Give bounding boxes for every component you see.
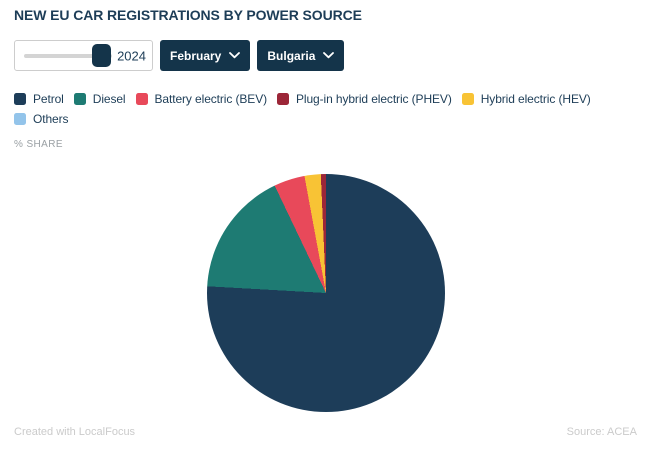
legend-label: Petrol [33,92,64,106]
legend-item[interactable]: Others [14,112,69,126]
legend-swatch [461,93,474,105]
slider-year-value: 2024 [117,48,146,63]
chevron-down-icon [229,52,241,59]
legend-swatch [14,93,26,105]
legend-label: Others [33,112,69,126]
country-dropdown-value: Bulgaria [267,48,316,63]
year-slider[interactable]: 2024 [14,40,153,71]
unit-label: % SHARE [14,139,63,150]
country-dropdown[interactable]: Bulgaria [257,40,345,71]
month-dropdown-value: February [170,48,222,63]
month-dropdown[interactable]: February [160,40,251,71]
slider-track[interactable] [24,54,112,58]
legend-item[interactable]: Plug-in hybrid electric (PHEV) [277,92,452,106]
chevron-down-icon [323,52,335,59]
legend-swatch [73,93,86,105]
credit-text: Created with LocalFocus [14,426,136,438]
legend-swatch [14,113,26,125]
source-text: Source: ACEA [566,426,637,438]
pie-chart[interactable] [207,174,445,412]
legend-label: Diesel [92,92,126,106]
page-title: NEW EU CAR REGISTRATIONS BY POWER SOURCE [14,7,362,23]
legend-item[interactable]: Hybrid electric (HEV) [461,92,591,106]
legend: Petrol Diesel Battery electric (BEV) Plu… [14,92,644,126]
slider-handle[interactable] [92,44,111,67]
legend-item[interactable]: Petrol [14,92,64,106]
legend-label: Hybrid electric (HEV) [480,92,591,106]
legend-item[interactable]: Battery electric (BEV) [135,92,268,106]
legend-swatch [277,93,289,105]
filter-controls: 2024 February Bulgaria [14,40,345,71]
legend-label: Plug-in hybrid electric (PHEV) [296,92,452,106]
legend-label: Battery electric (BEV) [154,92,268,106]
legend-swatch [135,93,148,105]
legend-item[interactable]: Diesel [73,92,126,106]
